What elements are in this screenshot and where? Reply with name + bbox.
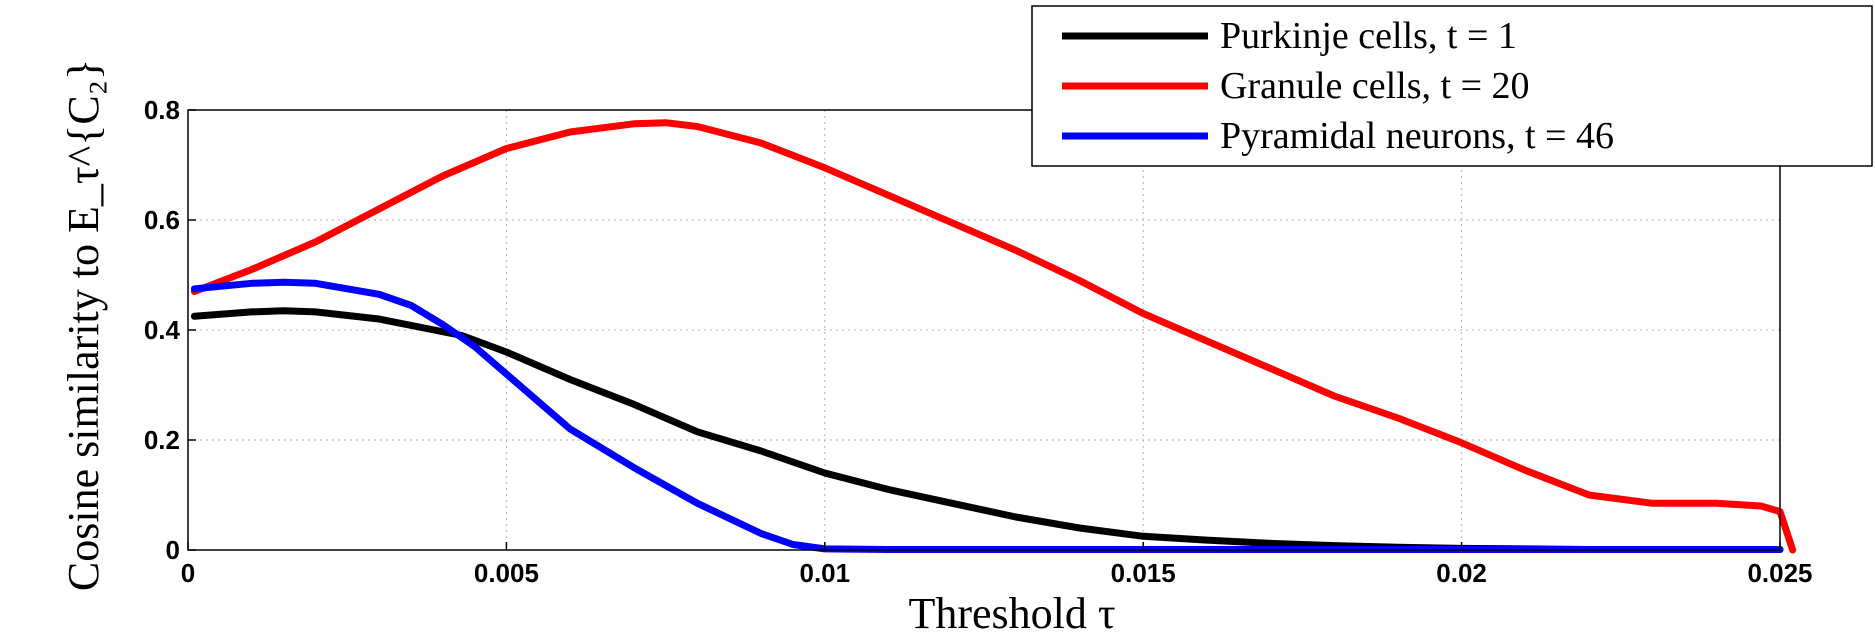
y-axis-title: Cosine similarity to E_τ^{C₂} xyxy=(59,59,108,591)
x-tick-label: 0.025 xyxy=(1747,558,1812,588)
legend-label: Granule cells, t = 20 xyxy=(1220,65,1530,107)
x-tick-label: 0.005 xyxy=(474,558,539,588)
y-tick-label: 0.8 xyxy=(144,95,180,125)
y-tick-label: 0.2 xyxy=(144,425,180,455)
x-tick-label: 0 xyxy=(181,558,195,588)
x-tick-label: 0.02 xyxy=(1436,558,1487,588)
series-line-1 xyxy=(190,307,1784,553)
series-layer xyxy=(190,119,1797,554)
x-tick-label: 0.015 xyxy=(1111,558,1176,588)
x-axis-ticks: 0 0.005 0.01 0.015 0.02 0.025 xyxy=(181,542,1813,588)
y-tick-label: 0 xyxy=(166,535,180,565)
x-axis-title: Threshold τ xyxy=(908,589,1115,638)
legend-label: Purkinje cells, t = 1 xyxy=(1220,15,1517,57)
series-line-2 xyxy=(190,119,1797,554)
y-axis-ticks: 0 0.2 0.4 0.6 0.8 xyxy=(144,95,196,565)
y-tick-label: 0.6 xyxy=(144,205,180,235)
x-tick-label: 0.01 xyxy=(799,558,850,588)
y-tick-label: 0.4 xyxy=(144,315,181,345)
legend-label: Pyramidal neurons, t = 46 xyxy=(1220,115,1614,157)
series-line-3 xyxy=(190,278,1784,553)
legend: Purkinje cells, t = 1 Granule cells, t = … xyxy=(1031,5,1873,167)
